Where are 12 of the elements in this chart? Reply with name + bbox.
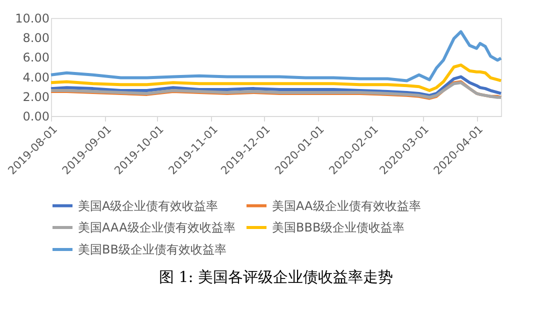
y-tick-label: 4.00	[22, 70, 50, 84]
y-tick-label: 6.00	[22, 50, 50, 65]
y-tick-label: 8.00	[22, 31, 50, 46]
legend-label: 美国A级企业债有效收益率	[78, 198, 218, 213]
y-tick-label: 2.00	[22, 90, 50, 104]
y-tick-label: 0.00	[22, 110, 50, 124]
legend-label: 美国AA级企业债有效收益率	[272, 198, 421, 213]
y-tick-label: 10.00	[15, 12, 50, 26]
legend-label: 美国BB级企业债有效收益率	[78, 242, 226, 256]
legend-label: 美国AAA级企业债有效收益率	[78, 220, 236, 234]
legend-label: 美国BBB级企业债收益率	[272, 220, 405, 234]
text: 图 1: 美国各评级企业债收益率走势	[158, 268, 394, 286]
